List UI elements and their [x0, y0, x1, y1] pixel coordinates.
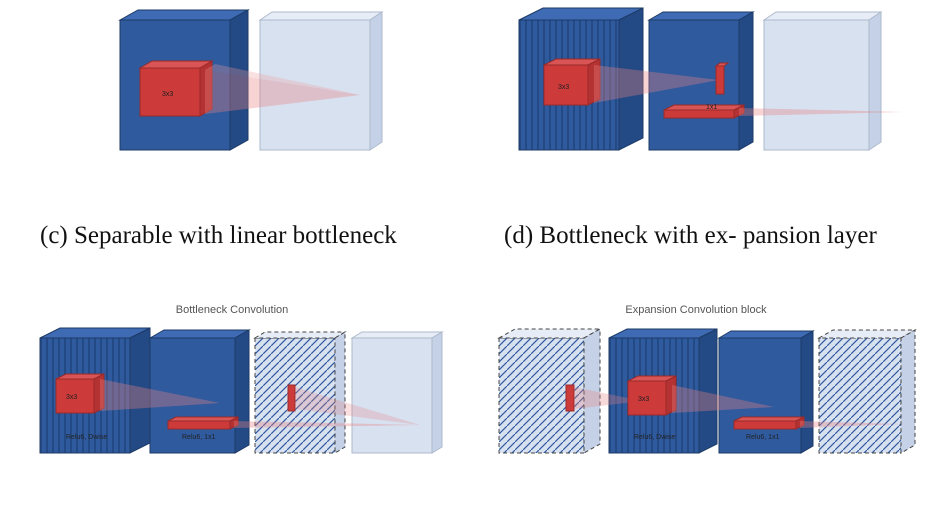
label-relu-dwise-left: Relu6, Dwise	[66, 434, 107, 441]
kernel-3x3-c: 3x3	[66, 394, 77, 401]
caption-c: (c) Separable with linear bottleneck	[40, 219, 424, 253]
kernel-3x3-d: 3x3	[638, 396, 649, 403]
kernel-label-3x3: 3x3	[162, 91, 173, 98]
panel-bottom-left: Bottleneck Convolution	[0, 293, 464, 493]
caption-c-container: (c) Separable with linear bottleneck	[0, 209, 464, 292]
kernel-label-1x1: 1x1	[706, 104, 717, 111]
panel-top-right: 3x3 1x1	[464, 0, 928, 180]
title-expansion: Expansion Convolution block	[625, 304, 767, 316]
label-relu-1x1-left: Relu6, 1x1	[182, 434, 216, 441]
kernel-label-3x3-b: 3x3	[558, 84, 569, 91]
label-relu-dwise-right: Relu6, Dwise	[634, 434, 675, 441]
diagram-top-left: 3x3	[0, 0, 464, 180]
title-bottleneck: Bottleneck Convolution	[176, 304, 289, 316]
panel-bottom-right: Expansion Convolution block	[464, 293, 928, 493]
label-relu-1x1-right: Relu6, 1x1	[746, 434, 780, 441]
diagram-top-right: 3x3 1x1	[464, 0, 928, 180]
caption-d: (d) Bottleneck with ex- pansion layer	[504, 219, 888, 253]
caption-d-container: (d) Bottleneck with ex- pansion layer	[464, 209, 928, 292]
diagram-bottom-left: Bottleneck Convolution	[0, 293, 464, 493]
panel-top-left: 3x3	[0, 0, 464, 180]
diagram-bottom-right: Expansion Convolution block	[464, 293, 928, 493]
